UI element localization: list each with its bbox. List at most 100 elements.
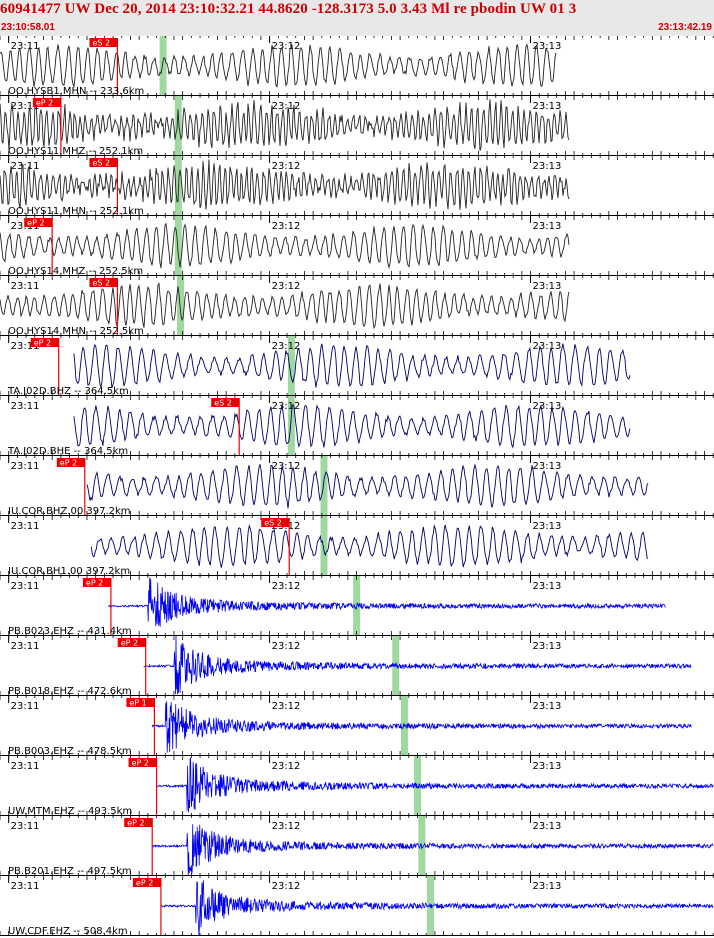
pick-label: eP 2 [127,819,144,828]
station-label: TA.J02D.BHZ -- 364.5km [7,386,129,397]
pick-marker-flag[interactable] [211,398,240,407]
station-label: OO.HYS14.MHN -- 252.5km [8,326,144,337]
pick-label: eP 2 [36,99,53,108]
waveform-trace [0,99,570,151]
trace-panel[interactable]: 23:11 23:12 23:13 eP 2 OO.HYS11.MHZ -- 252.1… [0,96,714,157]
time-tick-label: 23:11 [11,881,40,892]
time-tick-label: 23:12 [272,221,301,232]
waveform-trace [0,222,570,270]
time-tick-label: 23:12 [272,701,301,712]
phase-band [287,396,295,456]
trace-panel[interactable]: 23:11 23:12 23:13 eP 2 TA.J02D.BHZ -- 364.5k… [0,336,714,397]
pick-marker-flag[interactable] [30,338,59,347]
pick-marker-flag[interactable] [24,218,53,227]
waveform-trace [86,463,649,509]
station-label: OO.HYS11.MHZ -- 252.1km [8,146,143,157]
trace-panel[interactable]: 23:11 23:12 23:13 eP 2 IU.COR.BHZ.00 397.2km [0,456,714,517]
pick-marker-flag[interactable] [89,158,118,167]
waveform-trace [0,43,557,89]
pick-marker-flag[interactable] [32,98,61,107]
trace-panel[interactable]: 23:11 23:12 23:13 eS 2 TA.J02D.BHE -- 364.5k… [0,396,714,457]
pick-label: eS 2 [214,399,232,408]
time-tick-label: 23:12 [272,281,301,292]
time-tick-label: 23:12 [272,161,301,172]
pick-marker-flag[interactable] [56,458,85,467]
time-tick-label: 23:11 [11,761,40,772]
station-label: PB.B018.EHZ -- 472.6km [8,686,132,697]
time-tick-label: 23:11 [11,521,40,532]
phase-band [320,516,328,576]
phase-band [159,36,167,96]
waveform-trace [151,824,714,876]
pick-label: eP 2 [34,339,51,348]
time-tick-label: 23:13 [533,401,562,412]
time-tick-label: 23:12 [272,761,301,772]
station-label: PB.B003.EHZ -- 478.5km [8,746,132,757]
waveform-trace [73,403,631,449]
trace-panel[interactable]: 23:11 23:12 23:13 eP 2 PB.B023.EHZ -- 431.4k… [0,576,714,637]
time-tick-label: 23:11 [11,41,40,52]
trace-panel[interactable]: 23:11 23:12 23:13 eS 2 OO.HYSB1.MHN -- 233.6… [0,36,714,97]
pick-marker-flag[interactable] [126,698,155,707]
waveform-trace [156,757,714,813]
time-tick-label: 23:11 [11,101,40,112]
trace-panel[interactable]: 23:11 23:12 23:13 eP 2 UW.CDF.EHZ -- 508.4km [0,876,714,937]
time-tick-label: 23:13 [533,701,562,712]
time-tick-label: 23:13 [533,41,562,52]
time-tick-label: 23:13 [533,221,562,232]
time-tick-label: 23:12 [272,461,301,472]
time-tick-label: 23:11 [11,401,40,412]
time-tick-label: 23:11 [11,701,40,712]
time-tick-label: 23:12 [272,41,301,52]
pick-label: eS 2 [92,279,110,288]
pick-marker-flag[interactable] [82,578,111,587]
pick-label: eP 2 [132,759,149,768]
time-tick-label: 23:11 [11,461,40,472]
station-label: TA.J02D.BHE -- 364.5km [7,446,128,457]
trace-panel[interactable]: 23:11 23:12 23:13 eP 2 UW.MTM.EHZ -- 493.5km [0,756,714,817]
pick-label: eS 2 [264,519,282,528]
seismogram-panel[interactable]: 23:11 23:12 23:13 eS 2 OO.HYSB1.MHN -- 233.6… [0,36,714,938]
time-tick-label: 23:12 [272,821,301,832]
phase-band [174,216,182,276]
station-label: IU.COR.BH1.00 397.2km [8,566,130,577]
time-tick-label: 23:12 [272,401,301,412]
time-tick-label: 23:12 [272,101,301,112]
phase-band [418,816,426,876]
pick-marker-flag[interactable] [89,38,118,47]
phase-band [174,96,182,156]
event-header: 60941477 UW Dec 20, 2014 23:10:32.21 44.… [0,0,714,36]
trace-panel[interactable]: 23:11 23:12 23:13 eS 2 OO.HYS14.MHN -- 252.5… [0,276,714,337]
pick-marker-flag[interactable] [132,878,161,887]
pick-label: eP 2 [121,639,138,648]
window-start-time: 23:10:58.01 [1,22,55,33]
waveform-trace [143,635,692,695]
pick-marker-flag[interactable] [117,638,146,647]
window-end-time: 23:13:42.19 [658,22,712,33]
time-tick-label: 23:13 [533,341,562,352]
phase-band [287,336,295,396]
station-label: OO.HYS14.MHZ -- 252.5km [8,266,143,277]
station-label: OO.HYSB1.MHN -- 233.6km [8,86,144,97]
time-tick-label: 23:13 [533,821,562,832]
pick-marker-flag[interactable] [261,518,290,527]
trace-panel[interactable]: 23:11 23:12 23:13 eP 2 PB.B201.EHZ -- 497.5k… [0,816,714,877]
phase-band [413,756,421,816]
time-tick-label: 23:11 [11,341,40,352]
pick-marker-flag[interactable] [128,758,157,767]
time-tick-label: 23:13 [533,761,562,772]
pick-marker-flag[interactable] [89,278,118,287]
time-tick-label: 23:11 [11,281,40,292]
trace-panel[interactable]: 23:11 23:12 23:13 eS 2 OO.HYS11.MHN -- 252.1… [0,156,714,217]
station-label: PB.B023.EHZ -- 431.4km [8,626,132,637]
trace-panel[interactable]: 23:11 23:12 23:13 eP 2 PB.B018.EHZ -- 472.6k… [0,635,714,697]
time-tick-label: 23:12 [272,581,301,592]
time-tick-label: 23:13 [533,641,562,652]
station-label: PB.B201.EHZ -- 497.5km [8,866,132,877]
pick-marker-flag[interactable] [124,818,153,827]
trace-panel[interactable]: 23:11 23:12 23:13 eP 1 PB.B003.EHZ -- 478.5k… [0,696,714,757]
station-label: IU.COR.BHZ.00 397.2km [8,506,131,517]
waveform-trace [108,577,666,627]
